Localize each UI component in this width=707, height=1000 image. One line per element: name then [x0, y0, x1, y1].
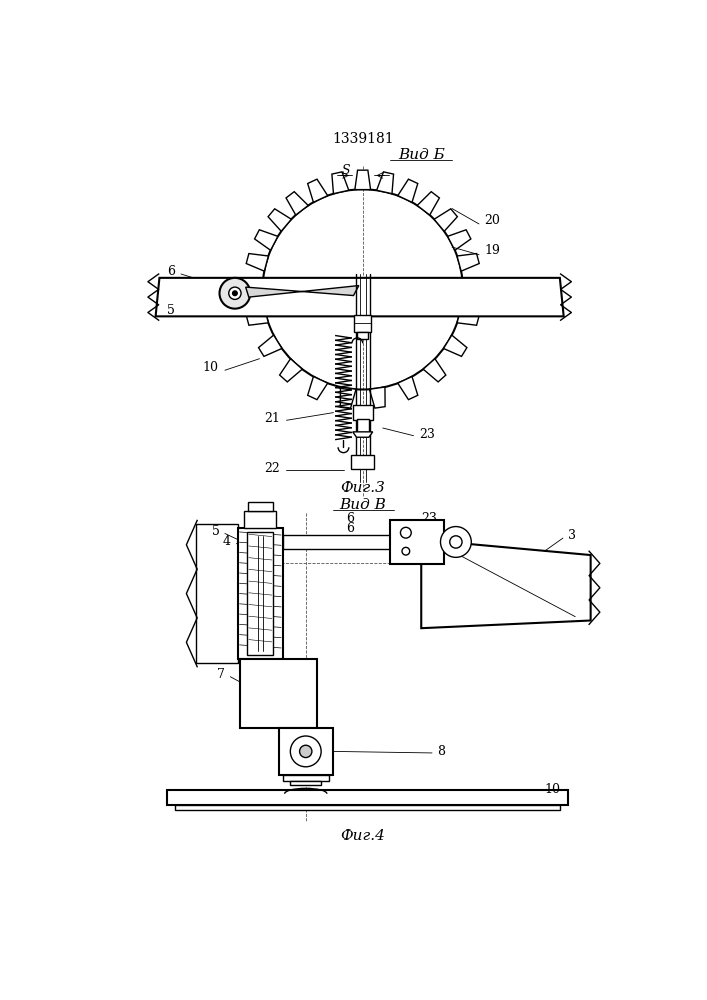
Bar [291, 781, 321, 785]
Bar [244, 511, 276, 528]
Polygon shape [417, 192, 439, 215]
Text: 19: 19 [484, 244, 501, 257]
Text: Вид Б: Вид Б [398, 148, 445, 162]
Text: 23: 23 [421, 512, 437, 525]
Polygon shape [355, 170, 370, 190]
Text: 20: 20 [484, 214, 501, 227]
Bar [248, 502, 273, 511]
Text: 23: 23 [425, 519, 441, 532]
Text: Вид В: Вид В [339, 498, 386, 512]
Polygon shape [448, 230, 471, 250]
Bar [390, 520, 444, 564]
Bar [240, 659, 317, 728]
Circle shape [229, 287, 241, 299]
Bar [167, 790, 568, 805]
Circle shape [291, 736, 321, 767]
Text: Фиг.3: Фиг.3 [340, 481, 385, 495]
Text: 7: 7 [217, 668, 225, 681]
Text: 8: 8 [437, 745, 445, 758]
Text: 3: 3 [568, 529, 575, 542]
Polygon shape [196, 524, 238, 663]
Polygon shape [457, 308, 479, 325]
Bar [238, 528, 283, 659]
Text: 21: 21 [264, 412, 281, 425]
Polygon shape [353, 432, 373, 437]
Polygon shape [255, 230, 278, 250]
Bar [353, 405, 373, 420]
Polygon shape [340, 387, 356, 408]
Text: 5: 5 [167, 304, 175, 317]
Polygon shape [308, 377, 327, 400]
Polygon shape [259, 335, 282, 356]
Text: 6: 6 [346, 522, 354, 535]
Circle shape [233, 291, 238, 296]
Bar [357, 332, 368, 339]
Polygon shape [332, 172, 349, 194]
Bar [283, 535, 444, 549]
Bar [354, 315, 371, 332]
Text: 4: 4 [223, 535, 231, 548]
Bar [247, 532, 274, 655]
Circle shape [450, 536, 462, 548]
Text: 1339181: 1339181 [332, 132, 394, 146]
Circle shape [440, 527, 472, 557]
Text: 6: 6 [167, 265, 175, 278]
Text: S: S [341, 164, 350, 177]
Polygon shape [268, 209, 291, 231]
Circle shape [400, 527, 411, 538]
Bar [283, 774, 329, 781]
Text: 5: 5 [211, 525, 219, 538]
Polygon shape [246, 308, 269, 325]
Circle shape [402, 547, 409, 555]
Polygon shape [398, 179, 418, 202]
Polygon shape [421, 540, 590, 628]
Polygon shape [308, 179, 327, 202]
Bar [356, 419, 369, 433]
Bar [279, 728, 333, 774]
Polygon shape [246, 254, 269, 271]
Polygon shape [279, 359, 303, 382]
Bar [351, 455, 374, 469]
Polygon shape [423, 359, 446, 382]
Polygon shape [434, 209, 457, 231]
Text: 10: 10 [544, 783, 561, 796]
Polygon shape [457, 254, 479, 271]
Text: 23: 23 [419, 428, 435, 441]
Polygon shape [286, 192, 308, 215]
Text: 6: 6 [346, 512, 354, 525]
Text: Фиг.4: Фиг.4 [340, 829, 385, 843]
Polygon shape [246, 286, 359, 297]
Polygon shape [370, 387, 385, 408]
Polygon shape [156, 278, 563, 316]
Bar [175, 805, 560, 810]
Text: 22: 22 [264, 462, 281, 475]
Polygon shape [398, 377, 418, 400]
Text: 10: 10 [203, 361, 218, 374]
Circle shape [219, 278, 250, 309]
Polygon shape [443, 335, 467, 356]
Circle shape [300, 745, 312, 758]
Polygon shape [377, 172, 394, 194]
